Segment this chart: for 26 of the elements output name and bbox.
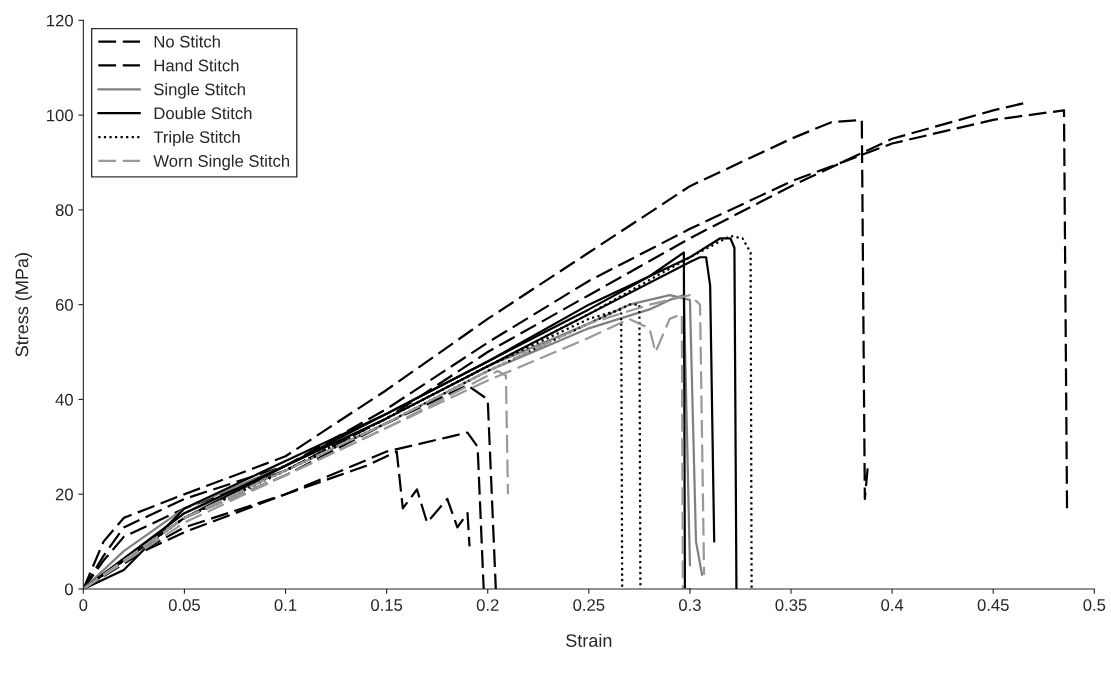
y-tick-label: 20 [55, 488, 73, 501]
y-tick-label: 60 [55, 299, 73, 311]
y-tick-label: 100 [47, 109, 73, 122]
legend-label: Triple Stitch [153, 130, 240, 147]
x-tick-label: 0.45 [977, 599, 1009, 611]
x-tick-label: 0.35 [775, 599, 807, 611]
x-tick-label: 0.15 [371, 599, 403, 611]
x-tick-label: 0.1 [274, 599, 297, 611]
x-tick-label: 0.2 [476, 599, 499, 611]
y-tick-label: 0 [64, 583, 73, 596]
x-tick-label: 0.25 [573, 599, 605, 611]
x-tick-label: 0.05 [168, 599, 200, 611]
legend-label: Worn Single Stitch [153, 154, 290, 171]
x-axis-title: Strain [566, 633, 612, 647]
legend-label: No Stitch [154, 35, 220, 48]
y-tick-label: 40 [55, 393, 73, 406]
y-axis-title: Stress (MPa) [15, 253, 32, 357]
legend-label: Single Stitch [154, 83, 245, 99]
x-tick-label: 0 [79, 599, 88, 611]
legend-label: Double Stitch [154, 106, 252, 120]
legend-label: Hand Stitch [154, 59, 239, 72]
y-tick-label: 80 [55, 204, 73, 217]
y-tick-label: 120 [47, 14, 73, 27]
x-tick-label: 0.4 [881, 599, 904, 611]
x-tick-label: 0.5 [1083, 599, 1106, 611]
x-tick-label: 0.3 [679, 599, 701, 611]
